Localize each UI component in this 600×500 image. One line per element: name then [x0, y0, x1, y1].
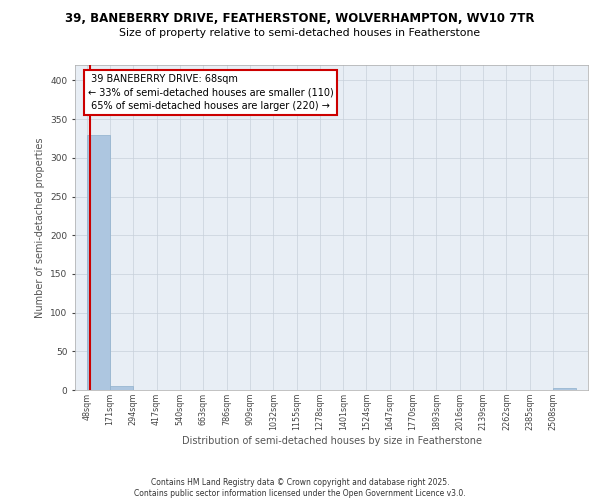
X-axis label: Distribution of semi-detached houses by size in Featherstone: Distribution of semi-detached houses by …: [182, 436, 482, 446]
Y-axis label: Number of semi-detached properties: Number of semi-detached properties: [35, 137, 44, 318]
Text: 39 BANEBERRY DRIVE: 68sqm
← 33% of semi-detached houses are smaller (110)
 65% o: 39 BANEBERRY DRIVE: 68sqm ← 33% of semi-…: [88, 74, 334, 110]
Text: Contains HM Land Registry data © Crown copyright and database right 2025.
Contai: Contains HM Land Registry data © Crown c…: [134, 478, 466, 498]
Bar: [553, 388, 576, 390]
Bar: [87, 134, 110, 390]
Text: 39, BANEBERRY DRIVE, FEATHERSTONE, WOLVERHAMPTON, WV10 7TR: 39, BANEBERRY DRIVE, FEATHERSTONE, WOLVE…: [65, 12, 535, 26]
Bar: [110, 386, 133, 390]
Text: Size of property relative to semi-detached houses in Featherstone: Size of property relative to semi-detach…: [119, 28, 481, 38]
